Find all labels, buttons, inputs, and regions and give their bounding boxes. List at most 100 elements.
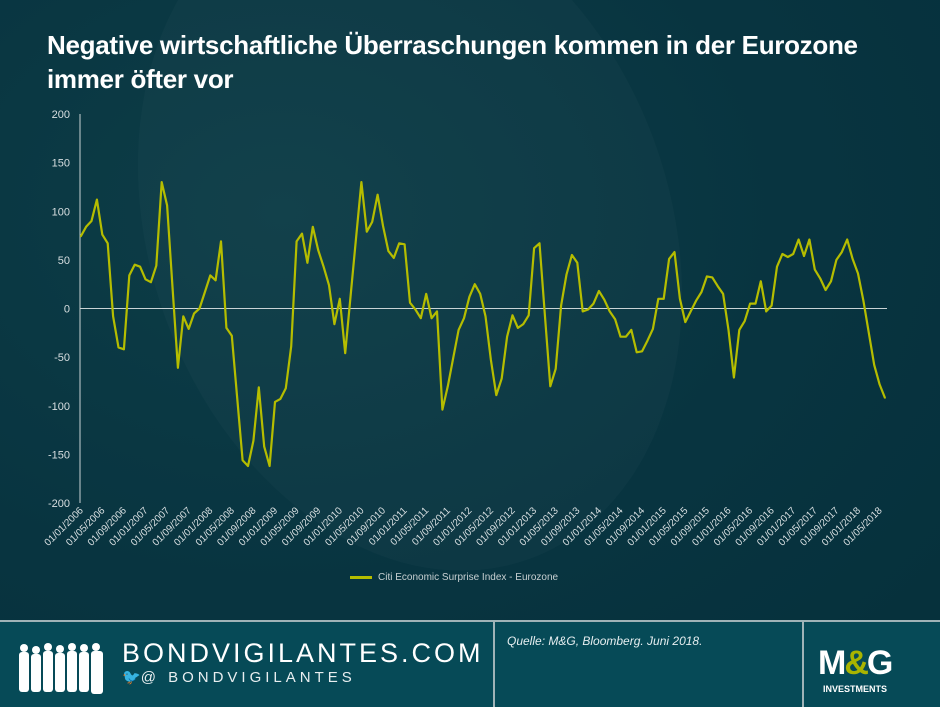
data-point — [333, 323, 336, 325]
data-point — [393, 257, 395, 259]
data-point — [625, 335, 627, 338]
data-point — [506, 335, 508, 338]
data-point — [209, 274, 212, 277]
data-point — [684, 321, 687, 323]
data-point — [679, 298, 681, 300]
data-point — [96, 198, 98, 201]
data-point — [652, 328, 654, 330]
chart-title: Negative wirtschaftliche Überraschungen … — [47, 30, 858, 94]
data-point — [128, 274, 131, 277]
data-point — [614, 318, 616, 321]
data-point — [79, 235, 82, 238]
twitter-icon: 🐦 — [122, 669, 141, 686]
data-point — [150, 281, 152, 284]
data-point — [447, 385, 449, 388]
data-point — [382, 225, 384, 227]
data-point — [787, 256, 789, 258]
data-point — [187, 328, 190, 330]
data-point — [441, 408, 444, 411]
data-point — [285, 387, 287, 390]
data-point — [846, 238, 848, 241]
legend: Citi Economic Surprise Index - Eurozone — [350, 572, 558, 583]
data-point — [635, 351, 638, 354]
twitter-handle[interactable]: 🐦@ BONDVIGILANTES — [122, 668, 356, 686]
data-point — [344, 352, 347, 355]
data-point — [425, 293, 428, 295]
data-point — [754, 302, 757, 305]
data-point — [765, 310, 767, 313]
data-point — [776, 265, 778, 268]
data-point — [511, 314, 514, 317]
data-point — [835, 259, 838, 261]
data-point — [884, 397, 886, 399]
data-point — [139, 265, 141, 268]
data-point — [268, 465, 271, 467]
data-point — [468, 296, 471, 298]
data-point — [479, 293, 482, 295]
data-point — [797, 238, 800, 241]
data-point — [738, 329, 741, 331]
data-point — [403, 243, 406, 246]
data-point — [290, 345, 293, 348]
data-point — [360, 181, 363, 183]
data-point — [220, 240, 222, 243]
y-tick-label: 0 — [64, 304, 70, 316]
data-point — [522, 323, 525, 325]
data-point — [662, 298, 665, 300]
data-point — [171, 286, 174, 288]
data-point — [830, 280, 832, 283]
data-point — [204, 291, 206, 293]
twitter-handle-text: @ BONDVIGILANTES — [140, 669, 356, 686]
line-chart: 200150100500-50-100-150-20001/01/200601/… — [43, 109, 887, 549]
data-point — [760, 280, 762, 283]
data-point — [873, 364, 875, 366]
data-point — [263, 445, 266, 448]
data-point — [155, 264, 158, 267]
data-point — [474, 283, 476, 286]
y-tick-label: -50 — [54, 352, 70, 364]
data-point — [414, 308, 417, 311]
data-point — [484, 315, 487, 318]
data-point — [301, 232, 303, 235]
divider — [802, 622, 804, 707]
y-tick-label: -200 — [48, 498, 70, 510]
data-point — [452, 357, 455, 359]
data-point — [560, 304, 562, 307]
data-point — [673, 251, 676, 253]
data-point — [641, 350, 643, 353]
data-point — [533, 247, 535, 249]
data-point — [571, 254, 573, 256]
data-point — [371, 221, 374, 223]
data-point — [463, 317, 465, 320]
data-point — [339, 298, 341, 300]
data-point — [85, 226, 87, 228]
y-tick-label: 150 — [52, 158, 70, 170]
data-point — [743, 320, 746, 322]
data-point — [387, 250, 390, 252]
data-point — [706, 275, 708, 278]
divider — [493, 622, 495, 707]
data-point — [792, 253, 794, 255]
data-point — [231, 334, 233, 337]
data-point — [689, 310, 692, 313]
data-point — [430, 317, 433, 320]
site-link[interactable]: BONDVIGILANTES.COM — [122, 638, 484, 668]
data-point — [824, 289, 827, 291]
data-point — [733, 376, 735, 379]
data-point — [166, 204, 168, 207]
data-point — [177, 367, 179, 369]
data-point — [527, 314, 530, 317]
data-point — [236, 397, 238, 399]
data-point — [598, 290, 600, 292]
data-point — [711, 276, 714, 279]
source-note: Quelle: M&G, Bloomberg. Juni 2018. — [507, 634, 703, 648]
data-point — [619, 335, 622, 338]
data-point — [144, 278, 147, 281]
data-point — [646, 339, 649, 342]
data-point — [279, 398, 282, 400]
data-point — [770, 304, 773, 307]
data-point — [376, 193, 379, 196]
legend-swatch — [350, 576, 372, 579]
data-point — [862, 299, 865, 302]
y-tick-label: -100 — [48, 401, 70, 413]
